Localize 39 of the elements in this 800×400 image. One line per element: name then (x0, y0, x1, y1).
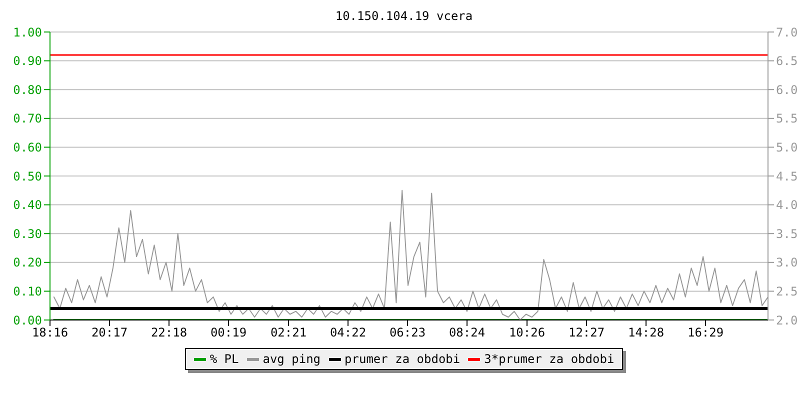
x-tick-label: 04:22 (330, 326, 366, 340)
legend-label: % PL (210, 352, 239, 366)
y-tick-label: 0.50 (13, 169, 42, 184)
y-tick-label: 0.20 (13, 256, 42, 270)
y2-tick-label: 4.5 (776, 169, 798, 184)
y2-tick-label: 2.0 (776, 313, 798, 328)
x-tick-label: 00:19 (210, 326, 247, 340)
x-tick-label: 08:24 (448, 326, 486, 340)
y-tick-label: 0.80 (13, 82, 42, 97)
y-tick-label: 0.40 (13, 198, 42, 212)
legend-label: 3*prumer za obdobi (484, 352, 614, 366)
x-tick-label: 18:16 (32, 326, 68, 340)
x-tick-label: 06:23 (389, 326, 426, 340)
y2-tick-label: 6.0 (776, 82, 798, 97)
y-tick-label: 0.90 (13, 54, 42, 68)
x-tick-label: 14:28 (628, 326, 664, 340)
legend-label: prumer za obdobi (344, 352, 460, 366)
y-tick-label: 0.60 (13, 140, 42, 154)
y2-tick-label: 7.0 (776, 25, 798, 40)
y2-tick-label: 3.0 (776, 256, 798, 270)
y2-tick-label: 4.0 (776, 198, 798, 212)
x-tick-label: 20:17 (91, 326, 128, 340)
x-tick-label: 16:29 (687, 326, 724, 340)
y2-tick-label: 5.0 (776, 140, 798, 154)
y-tick-label: 0.70 (13, 112, 42, 126)
y2-tick-label: 6.5 (776, 54, 798, 68)
y-tick-label: 0.10 (13, 284, 42, 298)
y2-tick-label: 5.5 (776, 112, 798, 126)
y2-tick-label: 2.5 (776, 284, 798, 298)
y2-tick-label: 3.5 (776, 226, 798, 241)
x-tick-label: 02:21 (270, 326, 307, 340)
x-tick-label: 10:26 (508, 326, 546, 340)
x-tick-label: 22:18 (150, 326, 188, 340)
legend-label: avg ping (262, 352, 321, 366)
chart-title: 10.150.104.19 vcera (334, 8, 474, 24)
x-tick-label: 12:27 (568, 326, 605, 340)
y-tick-label: 0.30 (13, 226, 42, 241)
y-tick-label: 1.00 (13, 25, 42, 40)
y-tick-label: 0.00 (13, 313, 42, 328)
